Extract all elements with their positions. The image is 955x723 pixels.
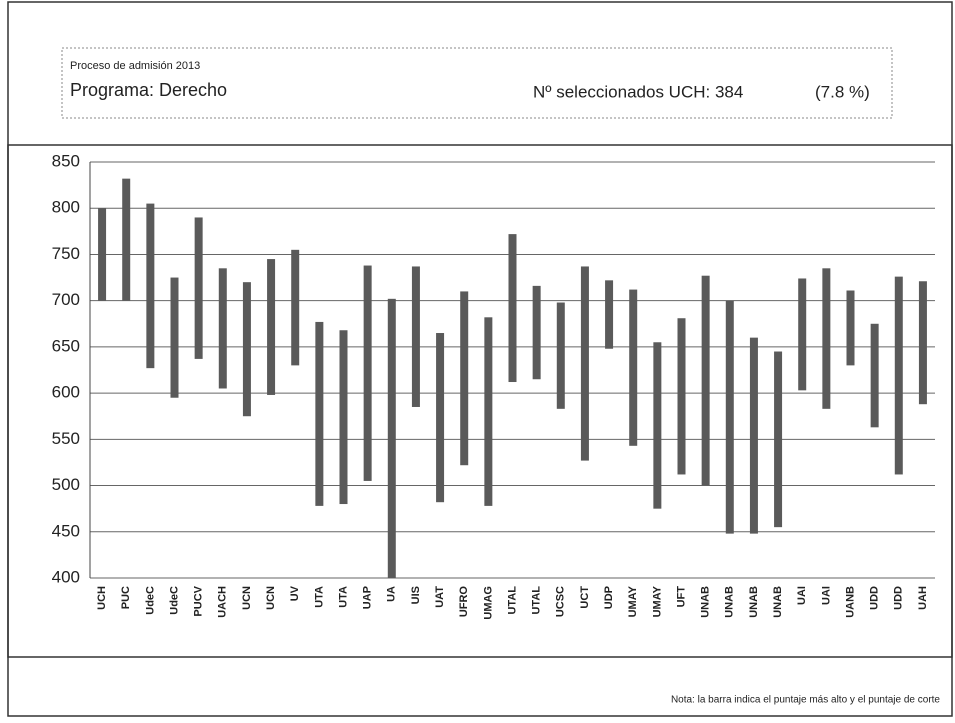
bar [629,289,638,446]
x-tick-label: UAP [362,586,374,609]
percent-label: (7.8 %) [815,82,870,101]
bar [870,323,879,428]
x-tick-label: UCN [265,586,277,610]
bar [580,266,589,461]
x-tick-label: UIS [410,586,422,604]
x-tick-label: UMAG [482,586,494,620]
bar [363,265,372,481]
x-tick-label: UNAB [748,586,760,618]
x-tick-label: UDP [603,586,615,609]
x-tick-label: UAI [796,586,808,605]
bar [146,203,155,369]
bar [822,268,831,409]
y-tick-label: 650 [52,336,80,355]
x-tick-label: UTAL [531,586,543,615]
bar [218,268,227,389]
y-tick-label: 600 [52,383,80,402]
bar [846,290,855,366]
selected-label: Nº seleccionados UCH: 384 [533,82,743,101]
x-tick-label: UTA [337,586,349,608]
bar [894,276,903,475]
x-tick-label: PUCV [193,585,205,616]
x-tick-label: UCH [96,586,108,610]
bar [339,330,348,505]
bar [798,278,807,391]
x-tick-label: UdeC [168,586,180,615]
x-tick-label: UCSC [555,586,567,617]
x-tick-label: UAI [820,586,832,605]
x-tick-label: UACH [217,586,229,618]
header-box [61,47,893,119]
bar [242,282,251,417]
bar [387,298,396,578]
y-tick-label: 400 [52,567,80,586]
bar [436,333,445,503]
x-tick-label: UCT [579,586,591,609]
bar [267,259,276,395]
bar [918,281,927,405]
process-label: Proceso de admisión 2013 [70,60,200,72]
x-tick-label: UAT [434,586,446,608]
y-tick-label: 700 [52,290,80,309]
plot-box [7,144,953,658]
bar [291,249,300,366]
bar [122,178,131,301]
x-tick-label: UA [386,586,398,602]
x-tick-label: UNAB [724,586,736,618]
x-tick-label: UFT [675,586,687,608]
x-tick-label: UMAY [627,585,639,617]
x-tick-label: UV [289,585,301,601]
x-tick-label: UFRO [458,586,470,618]
x-tick-label: UTA [313,586,325,608]
y-tick-label: 450 [52,521,80,540]
x-tick-label: UCN [241,586,253,610]
bar [484,317,493,506]
bar [677,318,686,475]
x-tick-label: PUC [120,586,132,609]
y-tick-label: 750 [52,244,80,263]
x-tick-label: UNAB [772,586,784,618]
bar [194,217,203,359]
y-tick-label: 500 [52,475,80,494]
x-tick-label: UdeC [144,586,156,615]
bar [411,266,420,407]
x-tick-label: UAH [917,586,929,610]
x-tick-label: UDD [893,586,905,610]
bar [725,300,734,534]
program-label: Programa: Derecho [70,80,227,100]
x-tick-label: UNAB [700,586,712,618]
bar [653,342,662,509]
bar [605,280,614,349]
x-tick-label: UMAY [651,585,663,617]
x-tick-label: UTAL [506,586,518,615]
y-tick-label: 800 [52,198,80,217]
note: Nota: la barra indica el puntaje más alt… [671,695,940,706]
bar [460,291,469,466]
bar [774,351,783,528]
bar [508,234,517,383]
bar [532,285,541,380]
y-tick-label: 550 [52,429,80,448]
y-tick-label: 850 [52,151,80,170]
bar [98,208,107,301]
x-tick-label: UANB [844,586,856,618]
bar [170,277,179,398]
bar [749,337,758,534]
x-tick-label: UDD [869,586,881,610]
bar [701,275,710,486]
bar [315,321,324,506]
bar [556,302,565,409]
